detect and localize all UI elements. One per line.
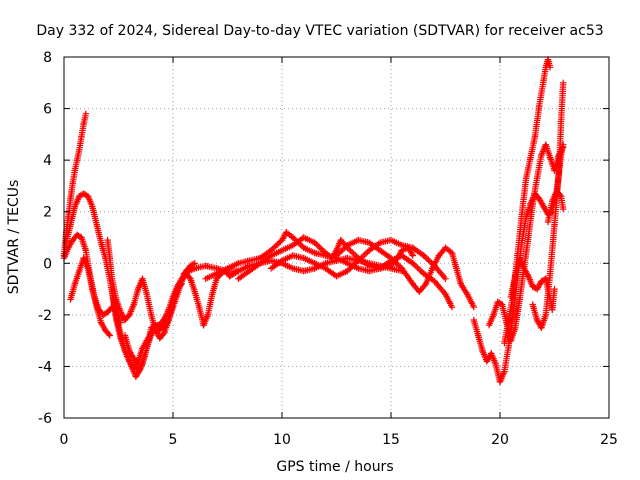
data-track — [121, 260, 198, 375]
data-point-markers — [187, 260, 198, 270]
data-track — [501, 56, 554, 347]
x-axis-label: GPS time / hours — [276, 459, 393, 475]
data-track — [267, 236, 449, 282]
x-tick-label: 0 — [60, 432, 69, 448]
data-point-markers — [106, 254, 116, 282]
data-point-markers — [533, 151, 545, 182]
x-tick-label: 5 — [169, 432, 178, 448]
y-tick-label: 2 — [43, 205, 52, 221]
data-point-markers — [555, 118, 565, 177]
y-tick-label: 8 — [43, 50, 52, 66]
data-track — [60, 110, 89, 259]
data-point-markers — [546, 221, 558, 277]
plot-frame — [63, 56, 610, 419]
data-track — [485, 141, 567, 344]
x-tick-label: 25 — [600, 432, 618, 448]
data-point-markers — [102, 327, 113, 339]
data-point-markers — [143, 291, 155, 319]
data-point-markers — [398, 265, 416, 288]
y-axis-label: SDTVAR / TECUs — [6, 180, 22, 295]
y-tick-label: 4 — [43, 153, 52, 169]
data-point-markers — [542, 270, 554, 319]
y-tick-label: -6 — [38, 411, 52, 427]
chart-title: Day 332 of 2024, Sidereal Day-to-day VTE… — [36, 23, 603, 39]
data-point-markers — [514, 211, 525, 259]
data-point-markers — [557, 79, 567, 125]
data-series-sdtvar — [60, 56, 567, 386]
y-tick-label: 6 — [43, 102, 52, 118]
data-track — [333, 236, 477, 311]
data-track — [67, 254, 113, 339]
y-tick-label: 0 — [43, 256, 52, 272]
data-point-markers — [71, 156, 81, 174]
data-point-markers — [523, 154, 534, 182]
x-tick-label: 20 — [491, 432, 509, 448]
data-track — [544, 187, 567, 226]
x-tick-label: 15 — [382, 432, 400, 448]
data-point-markers — [80, 110, 89, 128]
data-point-markers — [557, 193, 567, 213]
x-tick-label: 10 — [273, 432, 291, 448]
data-point-markers — [442, 291, 456, 311]
y-tick-label: -2 — [38, 308, 52, 324]
data-track — [529, 79, 567, 331]
y-tick-label: -4 — [38, 359, 52, 375]
data-point-markers — [501, 342, 512, 375]
data-point-markers — [204, 291, 216, 319]
data-point-markers — [549, 285, 558, 313]
axis-ticks: 0 5 10 15 20 25 -6 -4 -2 0 2 4 6 8 — [38, 50, 618, 448]
data-point-markers — [544, 56, 554, 71]
data-point-markers — [531, 102, 543, 141]
data-point-markers — [73, 146, 83, 164]
data-point-markers — [527, 133, 539, 161]
data-point-markers — [464, 291, 477, 311]
data-point-markers — [536, 77, 547, 110]
